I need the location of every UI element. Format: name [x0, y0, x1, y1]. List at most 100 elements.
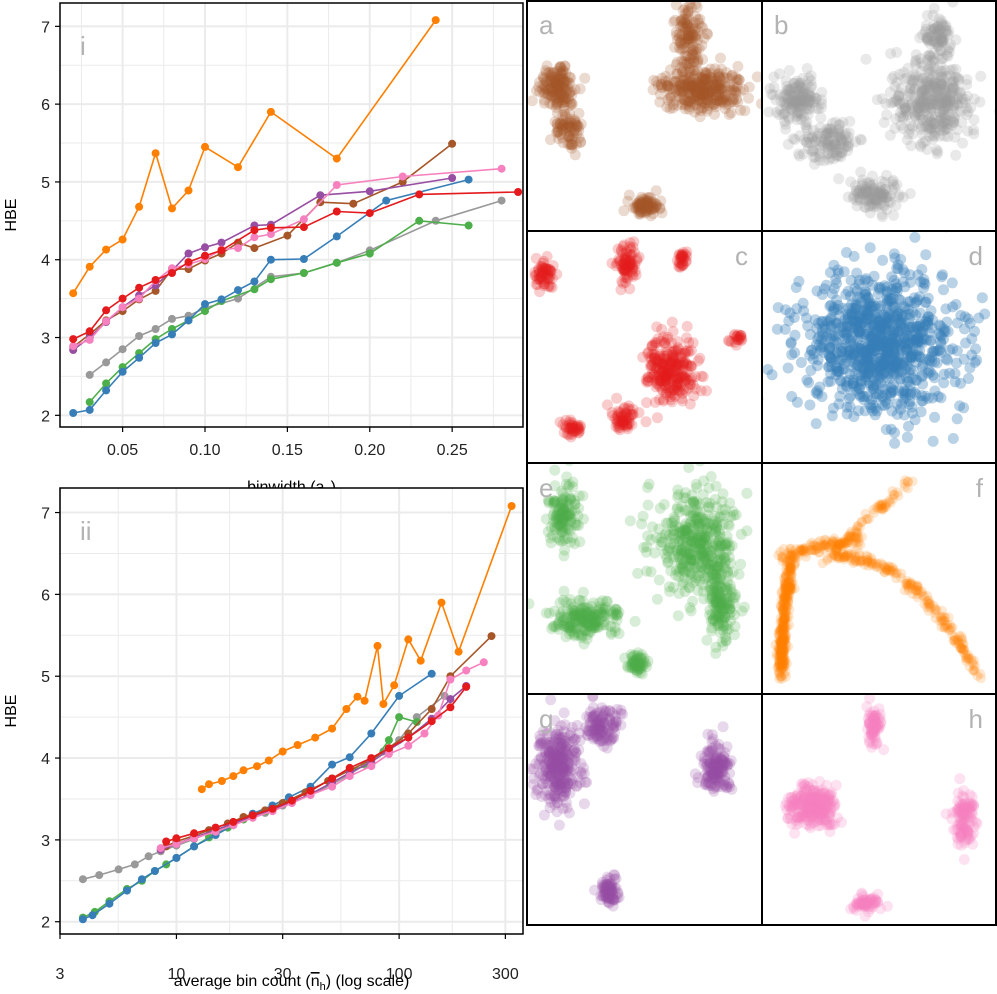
embedding-point	[688, 390, 700, 402]
embedding-point	[923, 596, 934, 607]
embedding-point	[810, 93, 822, 105]
y-axis-label: HBE	[3, 199, 20, 232]
embedding-point	[934, 106, 946, 118]
embedding-point	[695, 549, 707, 561]
embedding-point	[537, 263, 549, 275]
embedding-point	[699, 573, 711, 585]
embedding-point	[637, 196, 649, 208]
embedding-point	[784, 620, 795, 630]
embedding-point	[663, 373, 675, 385]
embedding-point	[551, 509, 563, 521]
embedding-point	[848, 348, 860, 360]
embedding-point	[611, 411, 623, 423]
embedding-point	[630, 655, 642, 667]
embedding-point	[878, 366, 890, 378]
embedding-point	[793, 90, 805, 102]
embedding-point	[828, 127, 840, 139]
embedding-point	[917, 137, 929, 149]
embedding-point	[772, 662, 783, 673]
embedding-point	[787, 133, 799, 145]
embedding-point	[803, 133, 815, 145]
embedding-point	[635, 198, 646, 210]
embedding-point	[861, 550, 872, 561]
embedding-point	[822, 138, 834, 150]
embedding-point	[543, 497, 555, 509]
embedding-point	[916, 371, 928, 383]
embedding-point	[780, 613, 791, 623]
embedding-point	[673, 84, 685, 96]
embedding-point	[707, 599, 719, 611]
embedding-point	[671, 29, 683, 41]
embedding-point	[932, 38, 944, 50]
embedding-point	[924, 67, 936, 78]
embedding-point	[556, 495, 568, 507]
embedding-point	[568, 127, 580, 139]
embedding-point	[956, 643, 967, 654]
embedding-point	[704, 593, 716, 605]
data-point-b	[431, 216, 440, 225]
embedding-point	[897, 104, 909, 115]
embedding-point	[672, 56, 683, 68]
embedding-point	[678, 357, 690, 369]
embedding-point	[676, 371, 688, 383]
embedding-point	[851, 185, 863, 197]
panel-label: i	[80, 31, 86, 61]
embedding-point	[555, 524, 566, 536]
embedding-point	[674, 554, 686, 566]
data-point-f	[416, 656, 425, 665]
embedding-point	[694, 78, 705, 90]
data-point-d	[464, 175, 473, 184]
embedding-point	[901, 575, 912, 586]
embedding-point	[871, 334, 883, 346]
embedding-point	[828, 304, 840, 316]
embedding-point	[693, 80, 705, 92]
embedding-point	[878, 188, 890, 200]
embedding-point	[785, 585, 796, 595]
embedding-point	[677, 359, 689, 371]
embedding-point	[626, 269, 638, 281]
embedding-point	[720, 99, 732, 110]
embedding-point	[879, 311, 891, 323]
embedding-point	[637, 658, 649, 670]
embedding-point	[933, 328, 945, 340]
embedding-point	[878, 318, 890, 330]
embedding-point	[859, 316, 871, 328]
embedding-point	[545, 532, 556, 544]
embedding-point	[912, 582, 923, 593]
embedding-point	[929, 411, 941, 423]
embedding-point	[679, 528, 691, 540]
embedding-point	[713, 535, 724, 547]
data-point-f	[151, 149, 160, 158]
embedding-point	[683, 74, 695, 86]
embedding-point	[941, 49, 953, 61]
embedding-point	[540, 607, 552, 619]
embedding-point	[677, 387, 689, 399]
embedding-point	[928, 19, 940, 31]
embedding-point	[795, 545, 806, 556]
embedding-point	[628, 656, 640, 668]
embedding-point	[555, 118, 567, 129]
embedding-point	[955, 88, 967, 99]
embedding-point	[579, 613, 591, 624]
embedding-point	[847, 193, 859, 204]
embedding-point	[857, 362, 868, 374]
embedding-point	[687, 48, 699, 60]
embedding-point	[665, 372, 677, 384]
embedding-point	[814, 381, 826, 393]
embedding-point	[802, 96, 814, 108]
embedding-point	[948, 117, 960, 128]
embedding-point	[901, 376, 913, 387]
embedding-point	[780, 596, 791, 607]
embedding-point	[844, 345, 855, 357]
embedding-point	[949, 71, 961, 83]
embedding-point	[828, 302, 840, 314]
embedding-point	[687, 29, 699, 41]
embedding-point	[886, 333, 898, 345]
embedding-point	[936, 94, 948, 106]
embedding-point	[854, 391, 866, 402]
embedding-point	[727, 93, 739, 104]
embedding-point	[701, 103, 713, 115]
embedding-point	[778, 620, 789, 631]
embedding-point	[556, 508, 568, 520]
embedding-point	[805, 70, 817, 82]
